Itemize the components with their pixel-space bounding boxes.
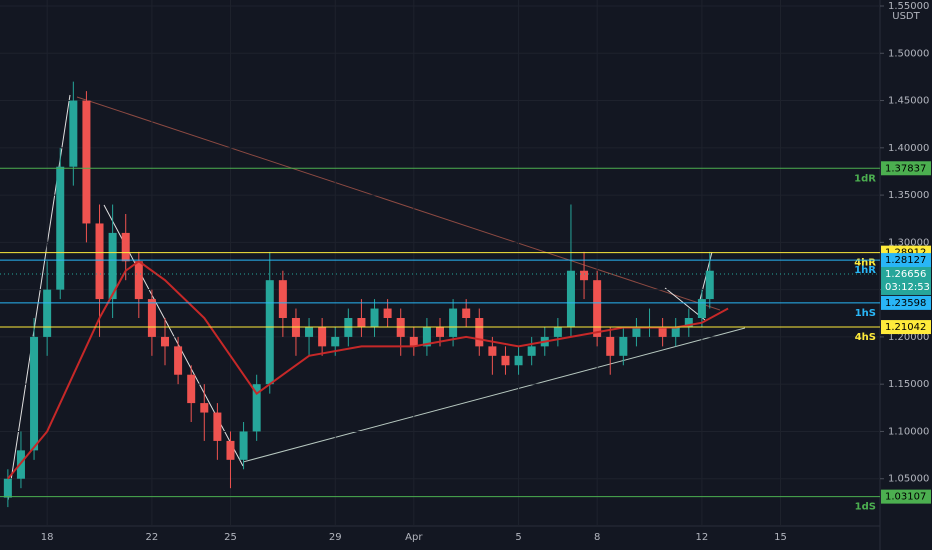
last-price-box bbox=[881, 266, 931, 295]
trend-line bbox=[242, 327, 746, 463]
candle-body bbox=[56, 166, 65, 290]
candle-body bbox=[422, 327, 431, 347]
candle-body bbox=[488, 346, 497, 356]
level-price-box bbox=[881, 253, 931, 268]
candle-body bbox=[252, 384, 261, 432]
y-tick-label: 1.45000 bbox=[888, 96, 929, 107]
y-tick-label: 1.35000 bbox=[888, 190, 929, 201]
candle-body bbox=[462, 308, 471, 318]
candle-body bbox=[632, 327, 641, 337]
candle-body bbox=[108, 232, 117, 300]
candle-body bbox=[593, 280, 602, 337]
candle-body bbox=[43, 289, 52, 337]
candle-body bbox=[318, 327, 327, 347]
y-tick-label: 1.05000 bbox=[888, 474, 929, 485]
candle-body bbox=[147, 299, 156, 337]
y-tick-label: 1.50000 bbox=[888, 48, 929, 59]
level-price: 1.21042 bbox=[885, 322, 926, 333]
candle-body bbox=[213, 412, 222, 441]
y-tick-label: 1.30000 bbox=[888, 237, 929, 248]
level-name: 1hR bbox=[854, 265, 876, 276]
level-price: 1.37837 bbox=[885, 163, 926, 174]
y-tick-label: 1.20000 bbox=[888, 332, 929, 343]
level-name: 4hR bbox=[854, 258, 876, 269]
level-price: 1.28127 bbox=[885, 255, 926, 266]
candle-body bbox=[475, 318, 484, 347]
candle-body bbox=[566, 270, 575, 328]
candle-body bbox=[3, 478, 12, 498]
countdown: 03:12:53 bbox=[885, 282, 930, 293]
y-axis-label: USDT bbox=[892, 11, 920, 22]
candle-body bbox=[658, 327, 667, 337]
level-name: 1dS bbox=[855, 502, 876, 513]
candle-body bbox=[705, 270, 714, 300]
candle-body bbox=[684, 318, 693, 328]
candle-body bbox=[82, 100, 91, 224]
x-tick-label: Apr bbox=[405, 532, 423, 543]
candle-body bbox=[553, 327, 562, 337]
level-name: 4hS bbox=[855, 332, 876, 343]
level-price-box bbox=[881, 295, 931, 310]
moving-average bbox=[7, 260, 729, 480]
candle-body bbox=[226, 440, 235, 460]
candle-body bbox=[671, 327, 680, 337]
level-name: 1dR bbox=[854, 173, 876, 184]
last-price: 1.26656 bbox=[885, 269, 926, 280]
candle-body bbox=[305, 327, 314, 337]
level-price-box bbox=[881, 489, 931, 504]
x-tick-label: 15 bbox=[774, 532, 787, 543]
candle-body bbox=[357, 318, 366, 328]
candle-body bbox=[409, 336, 418, 347]
candle-body bbox=[331, 336, 340, 347]
level-price: 1.03107 bbox=[885, 492, 926, 503]
candle-body bbox=[619, 336, 628, 356]
candle-body bbox=[449, 308, 458, 337]
candle-body bbox=[501, 355, 510, 366]
trend-line bbox=[76, 96, 721, 311]
level-price-box bbox=[881, 161, 931, 176]
candle-body bbox=[95, 223, 104, 300]
y-tick-label: 1.15000 bbox=[888, 379, 929, 390]
x-tick-label: 25 bbox=[224, 532, 237, 543]
x-tick-label: 22 bbox=[146, 532, 159, 543]
candle-body bbox=[187, 374, 196, 404]
candle-body bbox=[514, 355, 523, 366]
candle-body bbox=[134, 261, 143, 300]
level-price-box bbox=[881, 320, 931, 335]
candle-body bbox=[161, 336, 169, 347]
x-tick-label: 18 bbox=[41, 532, 54, 543]
candle-body bbox=[436, 327, 444, 337]
candle-body bbox=[278, 280, 287, 318]
candle-body bbox=[200, 403, 209, 413]
x-tick-label: 12 bbox=[696, 532, 709, 543]
candle-body bbox=[16, 450, 25, 479]
y-tick-label: 1.40000 bbox=[888, 143, 929, 154]
level-price: 1.23598 bbox=[885, 298, 926, 309]
candle-body bbox=[239, 431, 248, 460]
pattern-line bbox=[7, 94, 71, 501]
candle-body bbox=[30, 336, 39, 451]
candle-body bbox=[580, 270, 589, 281]
y-tick-label: 1.55000 bbox=[888, 1, 929, 12]
candle-body bbox=[69, 100, 78, 167]
x-tick-label: 29 bbox=[329, 532, 342, 543]
candle-body bbox=[370, 308, 379, 328]
candle-body bbox=[527, 346, 536, 356]
candle-body bbox=[606, 336, 615, 356]
candle-body bbox=[697, 299, 706, 318]
candle-body bbox=[121, 232, 130, 262]
x-tick-label: 5 bbox=[515, 532, 521, 543]
x-tick-label: 8 bbox=[594, 532, 600, 543]
candle-body bbox=[174, 346, 183, 375]
y-tick-label: 1.10000 bbox=[888, 426, 929, 437]
level-name: 1hS bbox=[855, 308, 876, 319]
candle-body bbox=[383, 308, 392, 318]
candle-body bbox=[265, 280, 274, 385]
